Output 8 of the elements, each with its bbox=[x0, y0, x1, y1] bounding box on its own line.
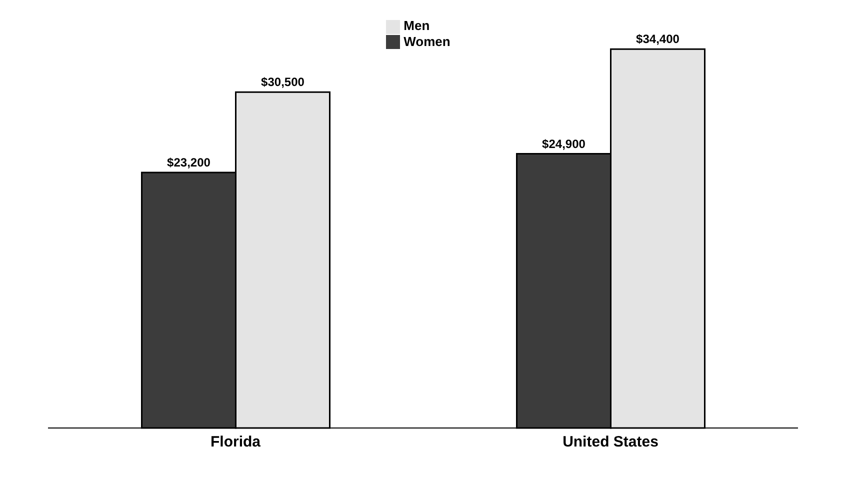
legend-label: Women bbox=[404, 34, 450, 49]
data-label: $23,200 bbox=[167, 155, 211, 170]
x-tick-label: Florida bbox=[210, 434, 262, 451]
data-label: $24,900 bbox=[542, 136, 586, 151]
legend-label: Men bbox=[404, 18, 430, 33]
data-label: $34,400 bbox=[636, 32, 680, 46]
data-label: $30,500 bbox=[261, 75, 305, 90]
x-tick-label: United States bbox=[562, 434, 658, 451]
